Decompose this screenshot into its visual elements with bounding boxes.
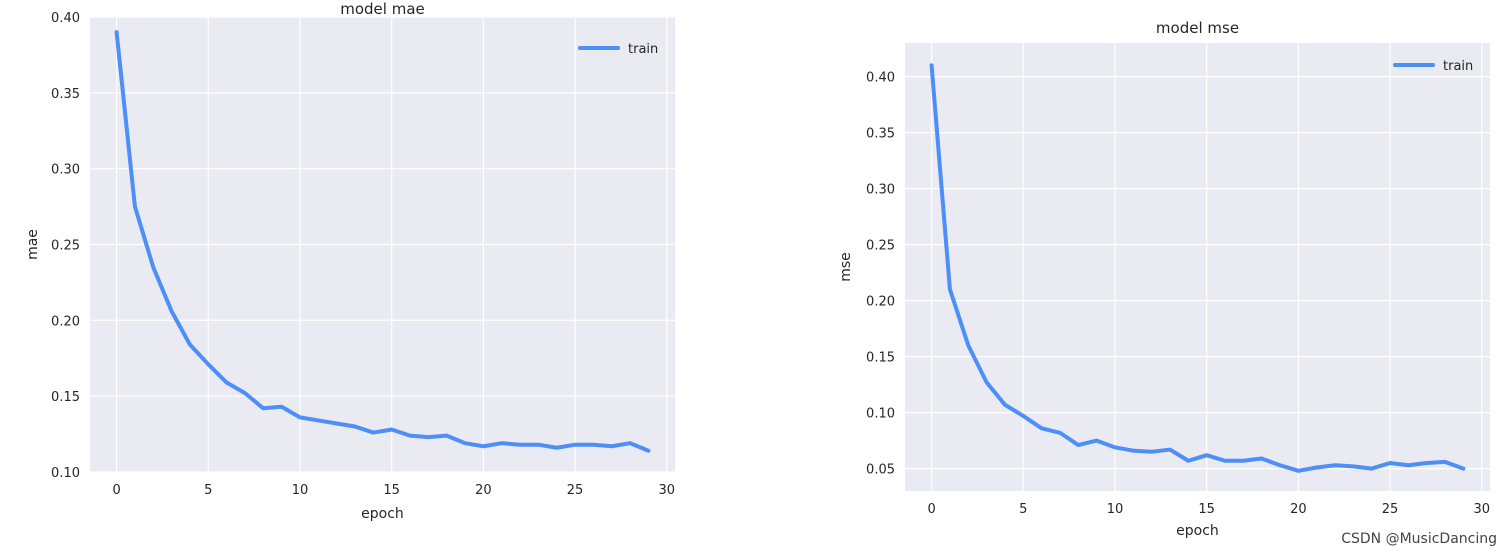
x-tick-label: 20 (475, 483, 492, 498)
plot-area (905, 43, 1490, 491)
x-tick-label: 15 (383, 483, 400, 498)
y-tick-label: 0.10 (51, 466, 80, 481)
x-tick-label: 10 (1107, 502, 1124, 517)
legend-label: train (1443, 59, 1473, 74)
y-tick-label: 0.40 (51, 11, 80, 26)
x-tick-label: 10 (292, 483, 309, 498)
y-tick-label: 0.35 (866, 127, 895, 142)
x-tick-label: 30 (658, 483, 675, 498)
y-tick-label: 0.15 (866, 351, 895, 366)
x-tick-label: 0 (927, 502, 935, 517)
chart-title: model mae (340, 0, 425, 18)
series-line-train (929, 63, 1466, 473)
y-axis-label: mse (838, 252, 854, 282)
x-tick-label: 20 (1290, 502, 1307, 517)
y-tick-label: 0.35 (51, 87, 80, 102)
y-tick-label: 0.20 (866, 295, 895, 310)
x-tick-label: 5 (204, 483, 212, 498)
chart-title: model mse (1156, 19, 1239, 37)
y-axis-label: mae (25, 229, 41, 260)
y-tick-label: 0.10 (866, 407, 895, 422)
x-tick-label: 5 (1019, 502, 1027, 517)
y-tick-label: 0.25 (51, 239, 80, 254)
x-tick-label: 30 (1473, 502, 1490, 517)
x-tick-label: 25 (1382, 502, 1399, 517)
x-tick-label: 0 (112, 483, 120, 498)
x-axis-label: epoch (1176, 523, 1219, 539)
y-tick-label: 0.20 (51, 314, 80, 329)
mse-chart: 0 5 10 15 20 25 30 0.05 0.10 0.15 0.20 0.25 0.30 0.35… (838, 19, 1490, 539)
y-tick-label: 0.25 (866, 239, 895, 254)
y-tick-label: 0.30 (866, 183, 895, 198)
y-tick-label: 0.15 (51, 390, 80, 405)
series-line-train (114, 30, 651, 453)
x-axis-label: epoch (361, 506, 404, 522)
y-tick-label: 0.05 (866, 463, 895, 478)
y-tick-label: 0.30 (51, 163, 80, 178)
mae-chart: 0 5 10 15 20 25 30 0.10 0.15 0.20 0.25 0.30 0.35 0.40… (25, 0, 675, 522)
watermark-text: CSDN @MusicDancing (1341, 531, 1497, 547)
legend-label: train (628, 42, 658, 57)
x-tick-label: 25 (567, 483, 584, 498)
x-tick-label: 15 (1198, 502, 1215, 517)
y-tick-label: 0.40 (866, 71, 895, 86)
